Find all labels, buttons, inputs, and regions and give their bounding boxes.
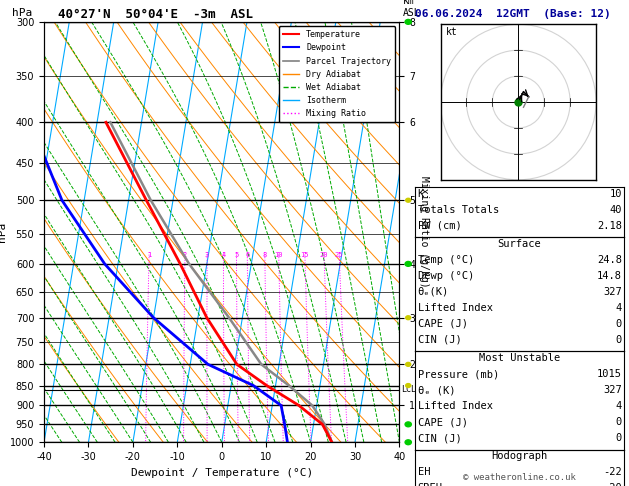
Text: CIN (J): CIN (J) bbox=[418, 433, 462, 443]
Text: 3: 3 bbox=[205, 252, 209, 258]
Y-axis label: Mixing Ratio (g/kg): Mixing Ratio (g/kg) bbox=[419, 176, 429, 288]
Text: 2: 2 bbox=[183, 252, 187, 258]
Text: 0: 0 bbox=[616, 335, 622, 345]
Text: Surface: Surface bbox=[498, 239, 542, 249]
Text: 1015: 1015 bbox=[597, 369, 622, 379]
Text: 10: 10 bbox=[274, 252, 283, 258]
Text: Lifted Index: Lifted Index bbox=[418, 401, 493, 411]
Text: Dewp (°C): Dewp (°C) bbox=[418, 271, 474, 281]
Text: 8: 8 bbox=[263, 252, 267, 258]
Text: 1: 1 bbox=[147, 252, 151, 258]
X-axis label: Dewpoint / Temperature (°C): Dewpoint / Temperature (°C) bbox=[131, 468, 313, 478]
Text: K: K bbox=[418, 189, 424, 199]
Text: -22: -22 bbox=[603, 467, 622, 477]
Text: 2.18: 2.18 bbox=[597, 221, 622, 231]
Text: 327: 327 bbox=[603, 287, 622, 297]
Text: 4: 4 bbox=[616, 401, 622, 411]
Text: Pressure (mb): Pressure (mb) bbox=[418, 369, 499, 379]
Text: 4: 4 bbox=[221, 252, 226, 258]
Text: 25: 25 bbox=[335, 252, 343, 258]
Text: 15: 15 bbox=[301, 252, 309, 258]
Text: hPa: hPa bbox=[12, 8, 32, 17]
Text: PW (cm): PW (cm) bbox=[418, 221, 462, 231]
Text: © weatheronline.co.uk: © weatheronline.co.uk bbox=[463, 473, 576, 482]
Text: 4: 4 bbox=[616, 303, 622, 313]
Text: Most Unstable: Most Unstable bbox=[479, 353, 560, 363]
Text: Lifted Index: Lifted Index bbox=[418, 303, 493, 313]
Text: Totals Totals: Totals Totals bbox=[418, 205, 499, 215]
Text: θₑ (K): θₑ (K) bbox=[418, 385, 455, 395]
Text: Temp (°C): Temp (°C) bbox=[418, 255, 474, 265]
Text: 5: 5 bbox=[235, 252, 238, 258]
Text: 0: 0 bbox=[616, 433, 622, 443]
Text: 06.06.2024  12GMT  (Base: 12): 06.06.2024 12GMT (Base: 12) bbox=[415, 9, 611, 19]
Text: 0: 0 bbox=[616, 319, 622, 329]
Text: 327: 327 bbox=[603, 385, 622, 395]
Y-axis label: hPa: hPa bbox=[0, 222, 7, 242]
Text: θₑ(K): θₑ(K) bbox=[418, 287, 449, 297]
Text: km
ASL: km ASL bbox=[403, 0, 421, 17]
Text: 24.8: 24.8 bbox=[597, 255, 622, 265]
Text: 0: 0 bbox=[616, 417, 622, 427]
Text: EH: EH bbox=[418, 467, 430, 477]
Text: CAPE (J): CAPE (J) bbox=[418, 417, 467, 427]
Text: 14.8: 14.8 bbox=[597, 271, 622, 281]
Text: 10: 10 bbox=[610, 189, 622, 199]
Text: 20: 20 bbox=[320, 252, 328, 258]
Text: CIN (J): CIN (J) bbox=[418, 335, 462, 345]
Text: 6: 6 bbox=[245, 252, 250, 258]
Text: kt: kt bbox=[446, 27, 457, 36]
Legend: Temperature, Dewpoint, Parcel Trajectory, Dry Adiabat, Wet Adiabat, Isotherm, Mi: Temperature, Dewpoint, Parcel Trajectory… bbox=[279, 26, 395, 122]
Text: LCL: LCL bbox=[401, 385, 416, 394]
Text: 40°27'N  50°04'E  -3m  ASL: 40°27'N 50°04'E -3m ASL bbox=[58, 8, 253, 21]
Text: -20: -20 bbox=[603, 483, 622, 486]
Text: SREH: SREH bbox=[418, 483, 443, 486]
Text: CAPE (J): CAPE (J) bbox=[418, 319, 467, 329]
Text: Hodograph: Hodograph bbox=[491, 451, 548, 461]
Text: 40: 40 bbox=[610, 205, 622, 215]
